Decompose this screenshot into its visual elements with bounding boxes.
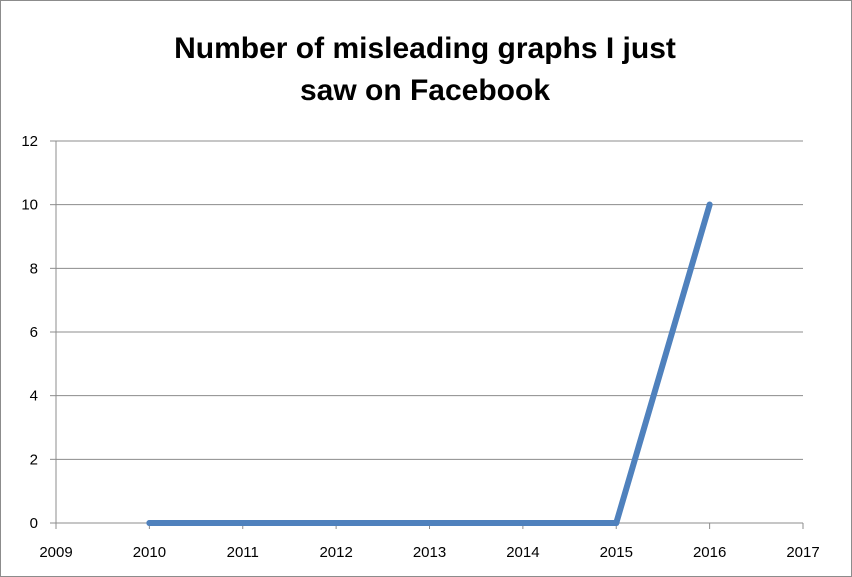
x-tick-label-2009: 2009 bbox=[39, 544, 72, 561]
gridlines bbox=[56, 140, 803, 460]
y-tick-label-6: 6 bbox=[30, 324, 38, 341]
chart-title: Number of misleading graphs I just saw o… bbox=[0, 28, 850, 112]
y-tick-label-4: 4 bbox=[30, 388, 38, 405]
series-line-1 bbox=[146, 201, 713, 526]
data-point-2012 bbox=[333, 520, 340, 526]
y-tick-label-8: 8 bbox=[30, 260, 38, 277]
y-tick-label-10: 10 bbox=[21, 197, 38, 214]
data-point-2016 bbox=[706, 201, 713, 208]
chart-title-line-1: Number of misleading graphs I just bbox=[174, 32, 676, 65]
tick-labels: 0 2 4 6 8 10 12 2009 2010 2011 2012 2013 2014 2015 201… bbox=[21, 133, 819, 561]
x-tick-label-2010: 2010 bbox=[133, 544, 166, 561]
x-tick-label-2011: 2011 bbox=[227, 544, 259, 561]
data-point-2015 bbox=[613, 520, 620, 526]
x-tick-label-2017: 2017 bbox=[786, 544, 819, 561]
data-point-2010 bbox=[146, 520, 153, 526]
x-tick-label-2014: 2014 bbox=[506, 544, 539, 561]
data-point-2011 bbox=[239, 520, 246, 526]
axes bbox=[50, 140, 804, 529]
x-tick-label-2012: 2012 bbox=[319, 544, 352, 561]
data-point-2014 bbox=[519, 520, 526, 526]
data-point-2013 bbox=[426, 520, 433, 526]
x-tick-label-2013: 2013 bbox=[413, 544, 446, 561]
chart-title-line-2: saw on Facebook bbox=[299, 74, 551, 107]
y-tick-label-2: 2 bbox=[30, 451, 38, 468]
x-tick-label-2015: 2015 bbox=[600, 544, 633, 561]
y-tick-label-12: 12 bbox=[21, 133, 38, 150]
x-tick-label-2016: 2016 bbox=[693, 544, 726, 561]
y-tick-label-0: 0 bbox=[30, 515, 38, 532]
series-layer bbox=[146, 201, 713, 526]
